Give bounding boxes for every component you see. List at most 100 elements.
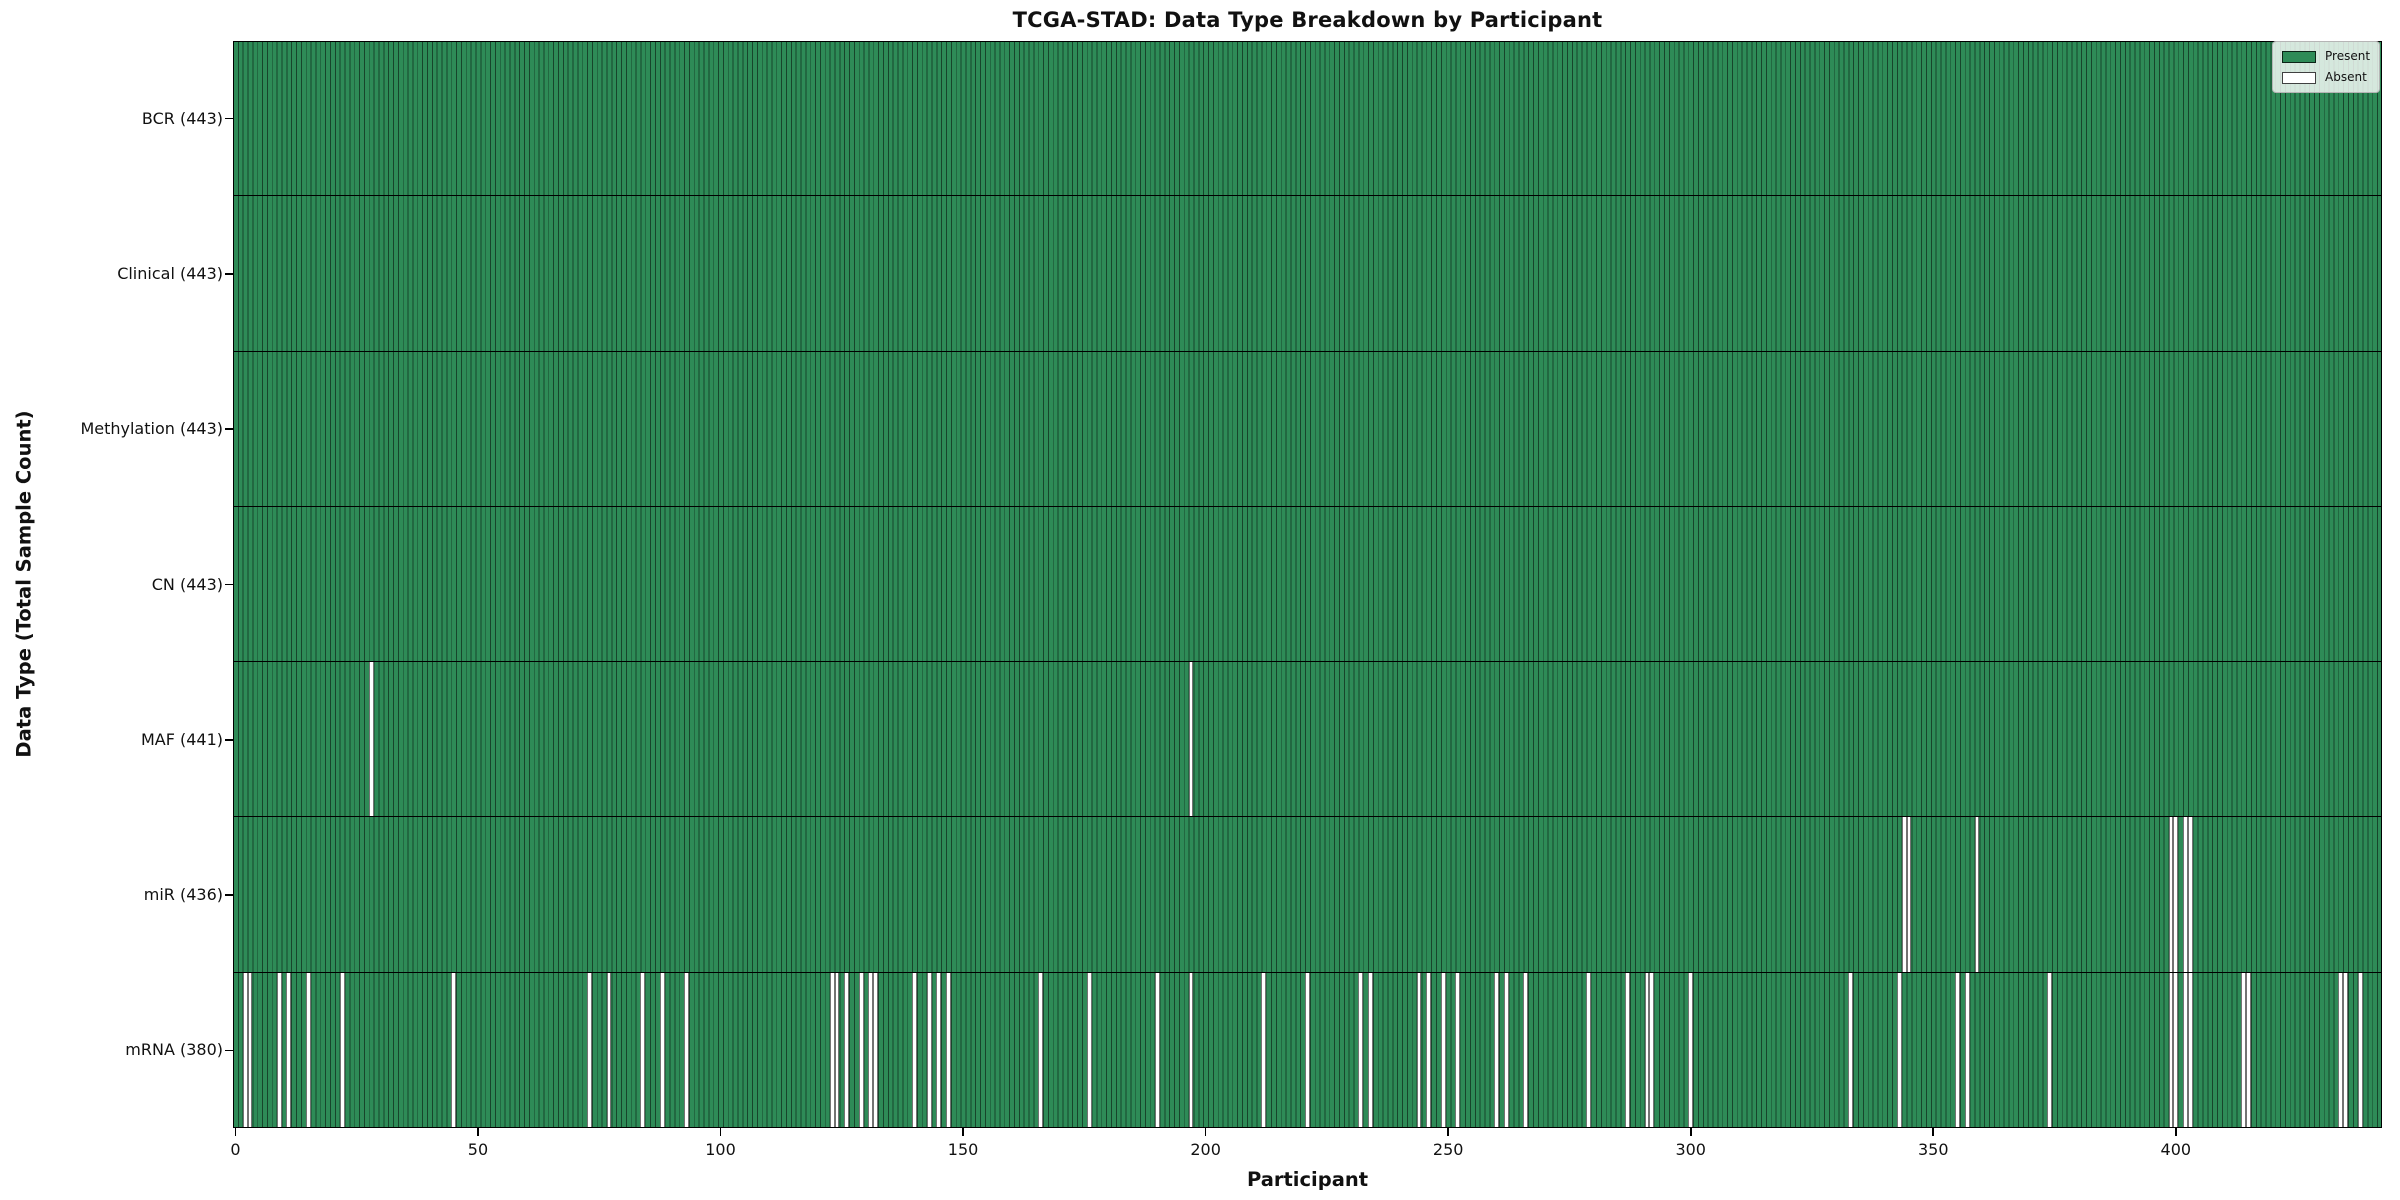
absent-stripe — [1305, 972, 1310, 1128]
y-tick-label: Clinical (443) — [117, 264, 223, 284]
x-tick-mark — [719, 1128, 722, 1136]
absent-stripe — [1848, 972, 1854, 1128]
absent-stripe — [1974, 817, 1980, 972]
x-tick-label: 350 — [1917, 1140, 1949, 1159]
absent-stripe — [242, 972, 248, 1128]
heatmap-row-mir — [233, 817, 2382, 973]
absent-stripe — [2168, 817, 2174, 972]
absent-stripe — [946, 972, 951, 1128]
absent-stripe — [305, 972, 311, 1128]
heatmap-row-maf — [233, 662, 2382, 818]
y-tick-mark — [225, 273, 233, 275]
absent-stripe — [1955, 972, 1960, 1128]
absent-stripe — [868, 972, 874, 1128]
absent-stripe — [1416, 972, 1422, 1128]
heatmap-row-cn — [233, 506, 2382, 663]
absent-stripe — [606, 972, 612, 1128]
absent-stripe — [247, 972, 253, 1128]
absent-stripe — [844, 972, 850, 1128]
absent-stripe — [2187, 972, 2193, 1128]
absent-stripe — [2168, 972, 2174, 1128]
absent-stripe — [1154, 972, 1160, 1128]
heatmap-row-clinical — [233, 196, 2382, 352]
y-tick-label: mRNA (380) — [125, 1040, 223, 1060]
absent-stripe — [1896, 972, 1902, 1128]
legend-label: Present — [2325, 49, 2371, 63]
y-tick-mark — [225, 1049, 233, 1052]
absent-stripe — [858, 972, 864, 1128]
y-tick-label: MAF (441) — [140, 729, 223, 749]
y-tick-label: Methylation (443) — [80, 419, 223, 439]
x-tick-mark — [1204, 1128, 1207, 1136]
absent-stripe — [2241, 972, 2247, 1128]
y-tick-label: miR (436) — [143, 885, 223, 905]
absent-stripe — [873, 972, 879, 1128]
absent-stripe — [2246, 972, 2251, 1128]
absent-stripe — [1426, 972, 1432, 1128]
x-tick-label: 100 — [705, 1140, 736, 1159]
y-tick-label: CN (443) — [151, 574, 223, 594]
absent-stripe — [1455, 972, 1461, 1128]
absent-stripe — [276, 972, 282, 1128]
absent-stripe — [1649, 972, 1655, 1128]
legend-label: Absent — [2325, 70, 2367, 84]
absent-stripe — [2338, 972, 2344, 1128]
absent-stripe — [684, 972, 689, 1128]
absent-stripe — [1440, 972, 1446, 1128]
absent-stripe — [829, 972, 835, 1128]
chart-title: TCGA-STAD: Data Type Breakdown by Partic… — [1012, 8, 1603, 32]
absent-stripe — [2357, 972, 2363, 1128]
absent-stripe — [2187, 817, 2193, 972]
absent-stripe — [1644, 972, 1650, 1128]
plot-area — [233, 41, 2382, 1128]
absent-stripe — [1358, 972, 1364, 1128]
absent-stripe — [451, 972, 457, 1128]
absent-stripe — [1086, 972, 1092, 1128]
absent-stripe — [659, 972, 665, 1128]
absent-stripe — [339, 972, 345, 1128]
legend: Present Absent — [2272, 41, 2381, 93]
y-tick-mark — [225, 738, 233, 741]
absent-stripe — [1523, 972, 1529, 1128]
legend-entry-absent: Absent — [2282, 71, 2370, 84]
absent-stripe — [2343, 972, 2349, 1128]
absent-stripe — [936, 972, 942, 1128]
x-tick-mark — [1689, 1128, 1692, 1136]
absent-stripe — [587, 972, 592, 1128]
absent-stripe — [926, 972, 932, 1128]
heatmap-row-mrna — [233, 972, 2382, 1128]
x-tick-label: 50 — [467, 1140, 489, 1159]
absent-stripe — [1901, 817, 1907, 972]
x-tick-mark — [962, 1128, 964, 1136]
x-tick-label: 300 — [1675, 1140, 1706, 1159]
absent-stripe — [2173, 972, 2179, 1128]
y-tick-mark — [225, 894, 233, 896]
absent-stripe — [1503, 972, 1509, 1128]
absent-stripe — [1906, 817, 1912, 972]
heatmap-row-bcr — [233, 41, 2382, 197]
x-tick-label: 0 — [230, 1140, 241, 1159]
absent-stripe — [1494, 972, 1500, 1128]
x-tick-label: 150 — [947, 1140, 979, 1159]
y-tick-mark — [225, 117, 233, 120]
absent-stripe — [1688, 972, 1694, 1128]
x-tick-label: 250 — [1432, 1140, 1464, 1159]
absent-stripe — [1188, 662, 1194, 817]
x-tick-mark — [477, 1128, 479, 1136]
y-axis-label: Data Type (Total Sample Count) — [12, 410, 36, 758]
absent-stripe — [2183, 817, 2188, 972]
absent-stripe — [286, 972, 292, 1128]
absent-stripe — [2183, 972, 2188, 1128]
absent-stripe — [640, 972, 646, 1128]
x-tick-label: 400 — [2160, 1140, 2192, 1159]
absent-stripe — [1188, 972, 1194, 1128]
absent-stripe — [1368, 972, 1373, 1128]
legend-swatch-absent — [2282, 71, 2316, 84]
absent-stripe — [1261, 972, 1267, 1128]
x-tick-mark — [1447, 1128, 1449, 1136]
absent-stripe — [2173, 817, 2179, 972]
absent-stripe — [1964, 972, 1970, 1128]
x-tick-mark — [234, 1128, 237, 1136]
y-tick-mark — [225, 583, 233, 586]
